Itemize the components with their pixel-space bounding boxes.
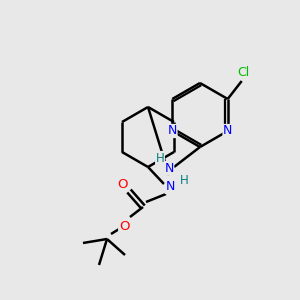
Text: H: H (156, 152, 164, 164)
Text: O: O (119, 220, 129, 232)
Text: N: N (168, 124, 177, 137)
Text: N: N (223, 124, 232, 137)
Text: Cl: Cl (238, 67, 250, 80)
Text: N: N (165, 181, 175, 194)
Text: N: N (164, 161, 174, 175)
Text: H: H (180, 175, 188, 188)
Text: O: O (118, 178, 128, 190)
